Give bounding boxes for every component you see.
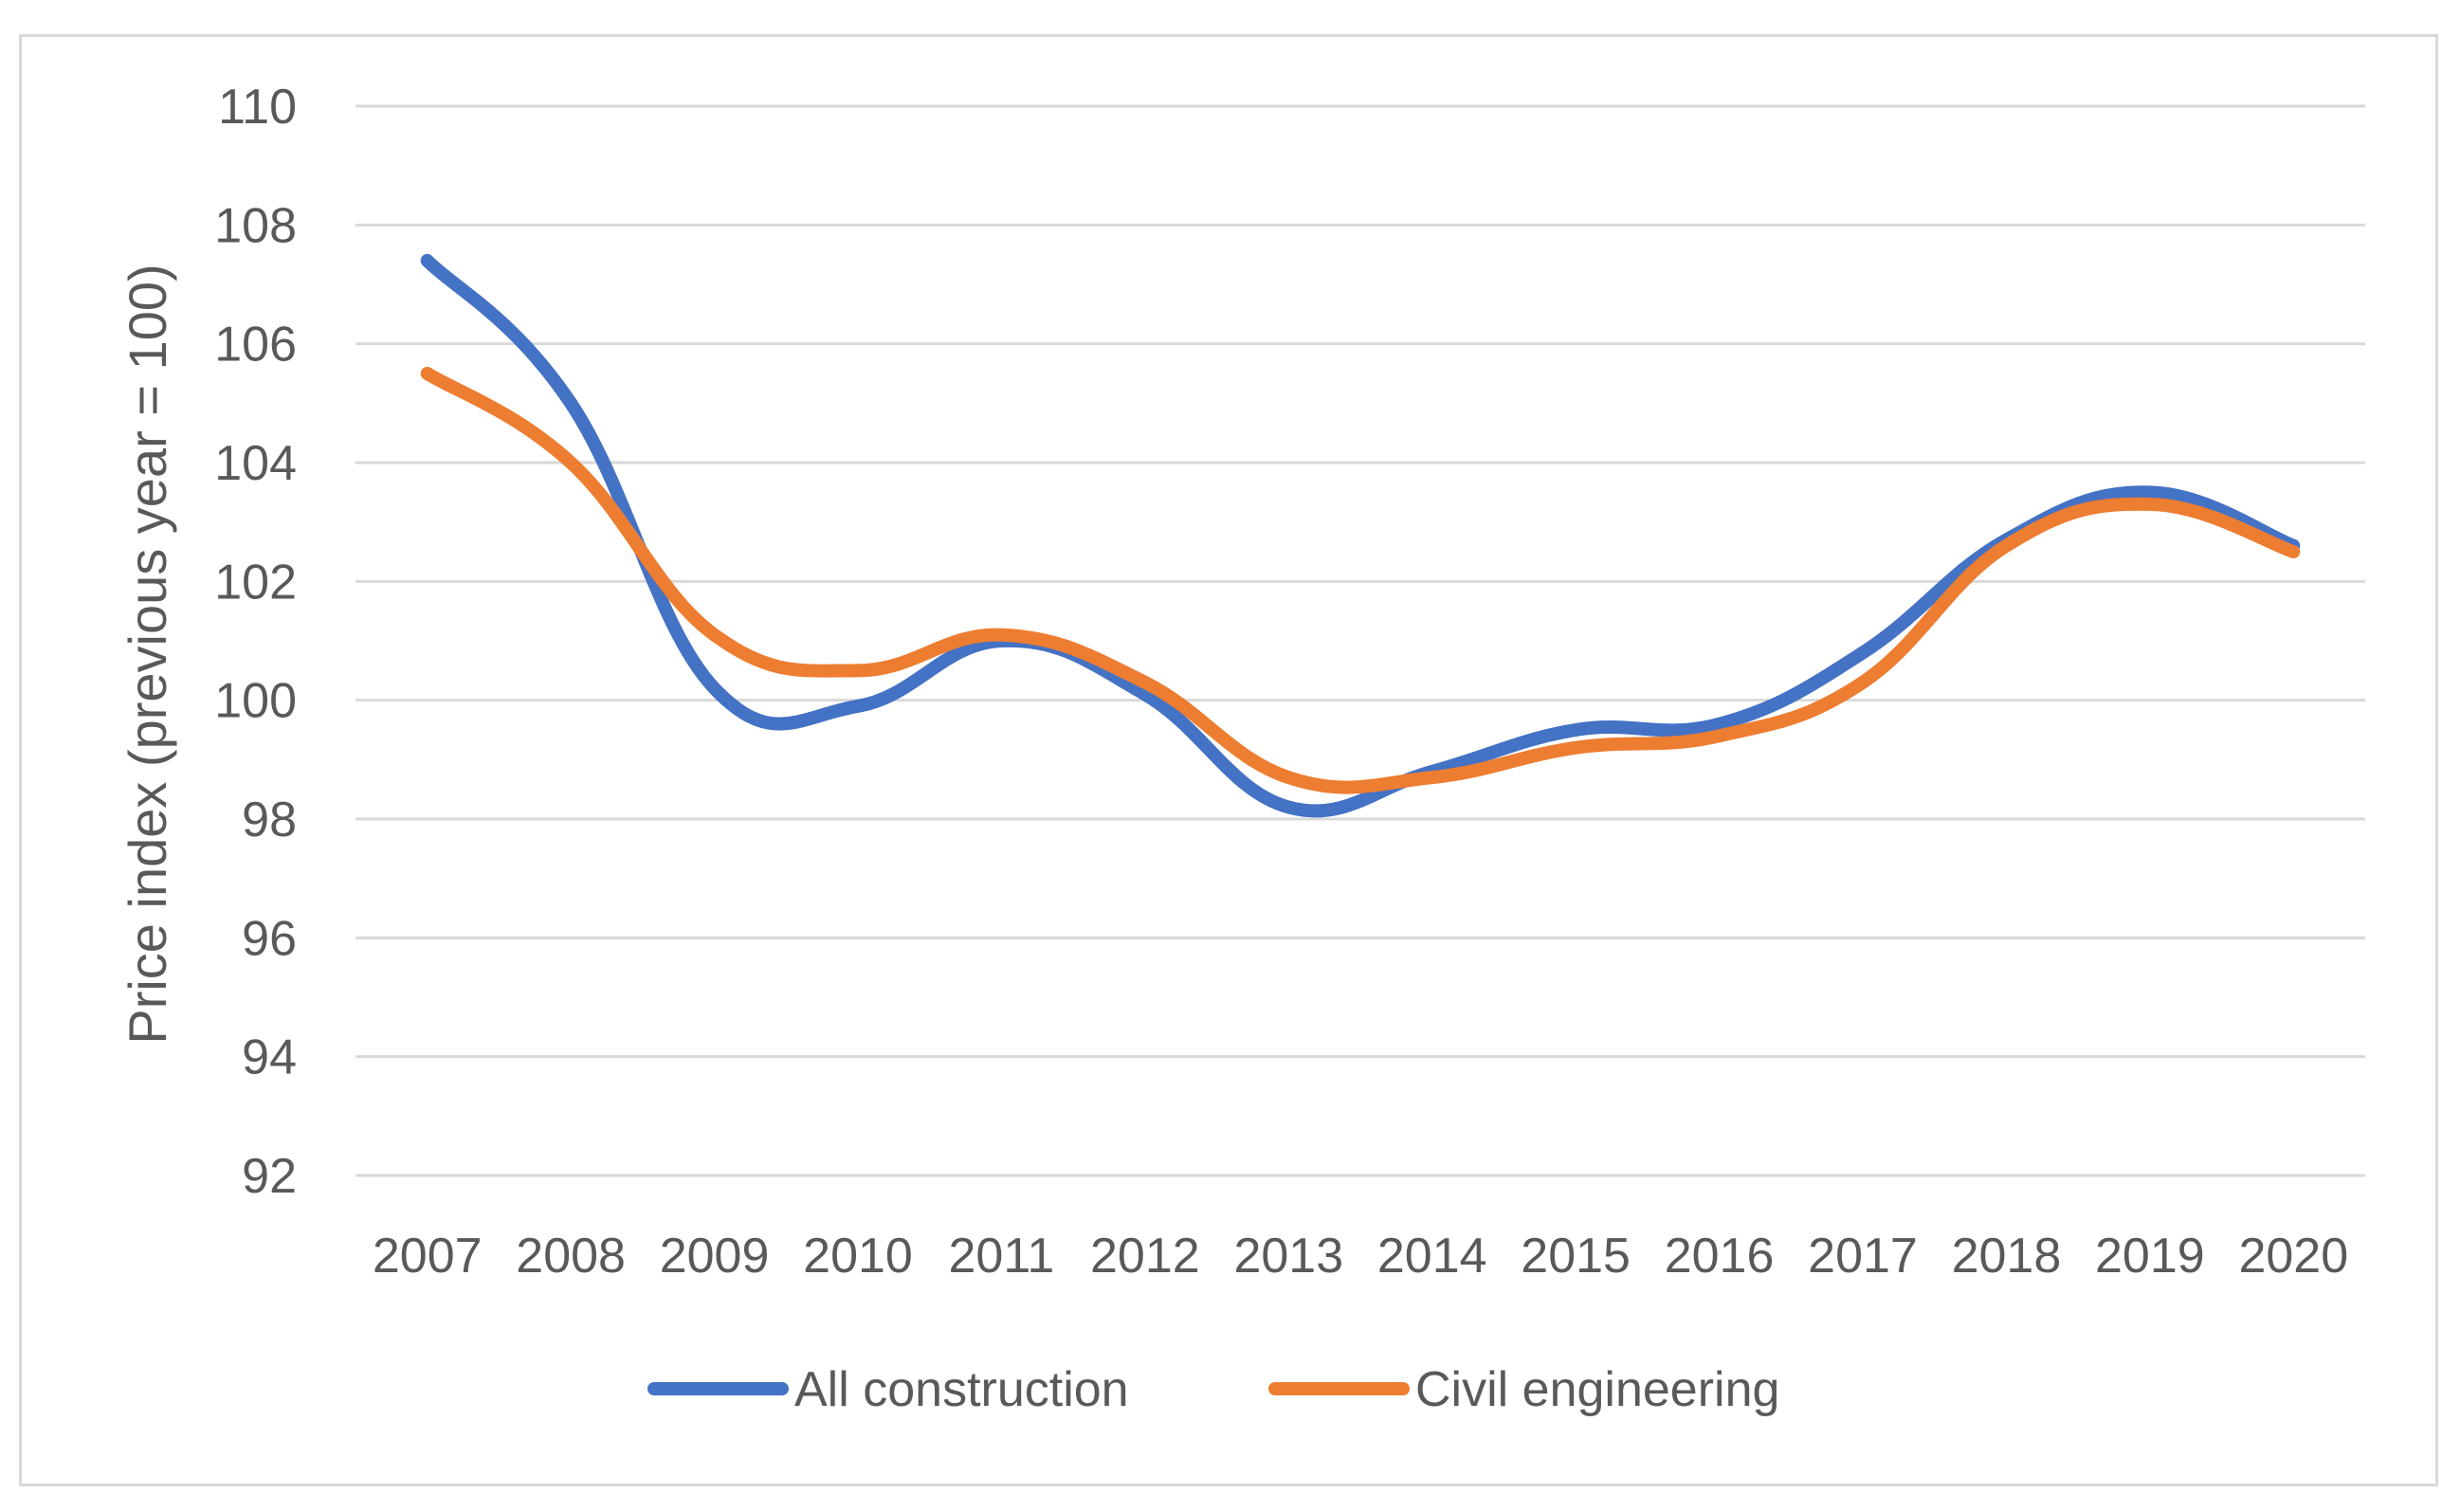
- x-tick-label: 2011: [949, 1229, 1055, 1284]
- x-tick-label: 2016: [1665, 1229, 1775, 1284]
- y-axis-ticks: 92 94 96 98 100 102 104 106 108 110: [214, 80, 297, 1204]
- gridlines: [355, 104, 2365, 1177]
- y-tick-label: 98: [242, 792, 297, 847]
- x-tick-label: 2019: [2095, 1229, 2205, 1284]
- y-tick-label: 94: [242, 1030, 297, 1085]
- x-tick-label: 2012: [1090, 1229, 1200, 1284]
- x-tick-label: 2010: [803, 1229, 913, 1284]
- x-tick-label: 2020: [2238, 1229, 2348, 1284]
- x-tick-label: 2007: [373, 1229, 483, 1284]
- y-tick-label: 100: [214, 674, 297, 729]
- legend-label: Civil engineering: [1415, 1362, 1779, 1417]
- legend: All construction Civil engineering: [647, 1362, 1779, 1417]
- y-tick-label: 110: [218, 80, 297, 135]
- series-line-all-construction: [420, 253, 2301, 818]
- y-axis-label: Price index (previous year = 100): [118, 264, 177, 1044]
- x-tick-label: 2008: [516, 1229, 626, 1284]
- x-tick-label: 2014: [1377, 1229, 1487, 1284]
- y-tick-label: 106: [214, 318, 297, 373]
- x-tick-label: 2017: [1808, 1229, 1918, 1284]
- x-tick-label: 2013: [1233, 1229, 1343, 1284]
- x-tick-label: 2018: [1952, 1229, 2062, 1284]
- y-tick-label: 96: [242, 911, 297, 966]
- y-tick-label: 102: [214, 555, 297, 610]
- x-tick-label: 2009: [660, 1229, 770, 1284]
- x-tick-label: 2015: [1521, 1229, 1631, 1284]
- x-axis-ticks: 2007 2008 2009 2010 2011 2012 2013 2014 2015 2016…: [373, 1229, 2348, 1284]
- series-lines: [420, 253, 2301, 818]
- y-tick-label: 108: [214, 198, 297, 253]
- legend-label: All construction: [794, 1362, 1129, 1417]
- y-tick-label: 104: [214, 436, 297, 491]
- series-line-civil-engineering: [420, 367, 2301, 794]
- y-tick-label: 92: [242, 1149, 297, 1204]
